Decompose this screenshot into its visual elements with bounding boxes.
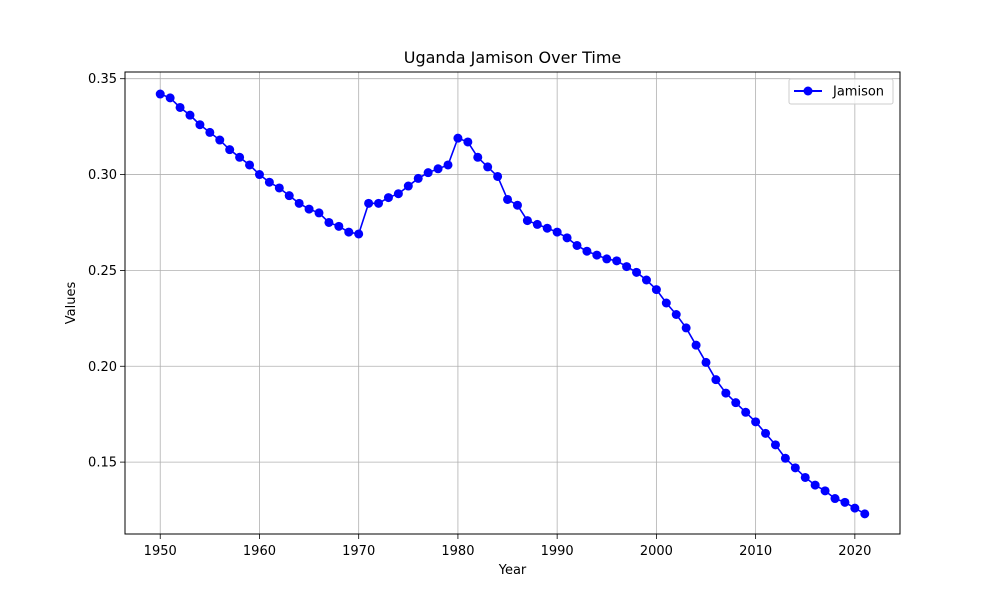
chart-title: Uganda Jamison Over Time (404, 48, 622, 67)
data-point (592, 250, 602, 260)
plot-area-frame (124, 71, 901, 535)
data-point (225, 145, 235, 155)
y-tick-label: 0.35 (88, 72, 117, 87)
data-point (820, 486, 830, 496)
x-axis: 1950 1960 1970 1980 1990 2000 2010 2020 (144, 534, 871, 559)
data-point (324, 217, 334, 227)
data-point (522, 216, 532, 226)
data-point (423, 168, 433, 178)
data-point (582, 246, 592, 256)
y-axis: 0.15 0.20 0.25 0.30 0.35 (88, 72, 125, 471)
data-point (304, 204, 314, 214)
y-axis-title: Values (64, 282, 79, 325)
data-point (671, 310, 681, 320)
data-point (175, 102, 185, 112)
data-point (542, 223, 552, 233)
data-point (215, 135, 225, 145)
series-line-jamison (159, 93, 866, 515)
data-point (483, 162, 493, 172)
data-point (403, 181, 413, 191)
data-point (731, 398, 741, 408)
grid-lines (125, 72, 900, 534)
x-tick-label: 1960 (243, 544, 276, 559)
data-point (612, 256, 622, 266)
y-tick-label: 0.25 (88, 264, 117, 279)
data-point (344, 227, 354, 237)
data-point (641, 275, 651, 285)
x-tick-label: 2000 (640, 544, 673, 559)
data-point (721, 388, 731, 398)
series-layer (155, 89, 870, 519)
data-point (622, 262, 632, 272)
data-point (860, 509, 870, 519)
y-tick-label: 0.15 (88, 456, 117, 471)
x-tick-label: 1990 (541, 544, 574, 559)
data-point (274, 183, 284, 193)
data-point (651, 285, 661, 295)
data-point (711, 375, 721, 385)
data-point (830, 494, 840, 504)
data-point (254, 170, 264, 180)
x-tick-label: 2010 (739, 544, 772, 559)
data-point (850, 503, 860, 513)
data-point (512, 200, 522, 210)
data-point (463, 137, 473, 147)
data-point (701, 357, 711, 367)
data-point (532, 219, 542, 229)
data-point (741, 407, 751, 417)
data-point (235, 152, 245, 162)
data-point (294, 198, 304, 208)
data-point (800, 472, 810, 482)
data-point (751, 417, 761, 427)
y-tick-label: 0.30 (88, 168, 117, 183)
data-point (393, 189, 403, 199)
data-point (264, 177, 274, 187)
data-point (691, 340, 701, 350)
data-point (572, 240, 582, 250)
data-point (810, 480, 820, 490)
data-point (503, 194, 513, 204)
data-point (334, 221, 344, 231)
x-tick-label: 1950 (144, 544, 177, 559)
data-point (840, 497, 850, 507)
data-point (195, 120, 205, 130)
data-point (314, 208, 324, 218)
data-point (284, 191, 294, 201)
data-point (165, 93, 175, 103)
data-point (661, 298, 671, 308)
legend-label: Jamison (832, 85, 884, 100)
x-tick-label: 1970 (342, 544, 375, 559)
data-point (354, 229, 364, 239)
legend-marker-sample (803, 86, 813, 96)
data-point (413, 173, 423, 183)
legend: Jamison (788, 78, 894, 105)
y-tick-label: 0.20 (88, 360, 117, 375)
data-point (780, 453, 790, 463)
data-point (364, 198, 374, 208)
data-point (453, 133, 463, 143)
x-axis-title: Year (498, 563, 527, 578)
data-point (433, 164, 443, 174)
data-point (681, 323, 691, 333)
data-point (185, 110, 195, 120)
data-point (493, 171, 503, 181)
data-point (245, 160, 255, 170)
data-point (155, 89, 165, 99)
data-point (383, 193, 393, 203)
data-point (602, 254, 612, 264)
data-point (552, 227, 562, 237)
x-tick-label: 1980 (441, 544, 474, 559)
data-point (761, 428, 771, 438)
data-point (770, 440, 780, 450)
data-point (562, 233, 572, 243)
data-point (443, 160, 453, 170)
data-point (205, 127, 215, 137)
data-point (473, 152, 483, 162)
data-point (374, 198, 384, 208)
x-tick-label: 2020 (838, 544, 871, 559)
data-point (632, 267, 642, 277)
data-point (790, 463, 800, 473)
legend-box (788, 78, 894, 105)
